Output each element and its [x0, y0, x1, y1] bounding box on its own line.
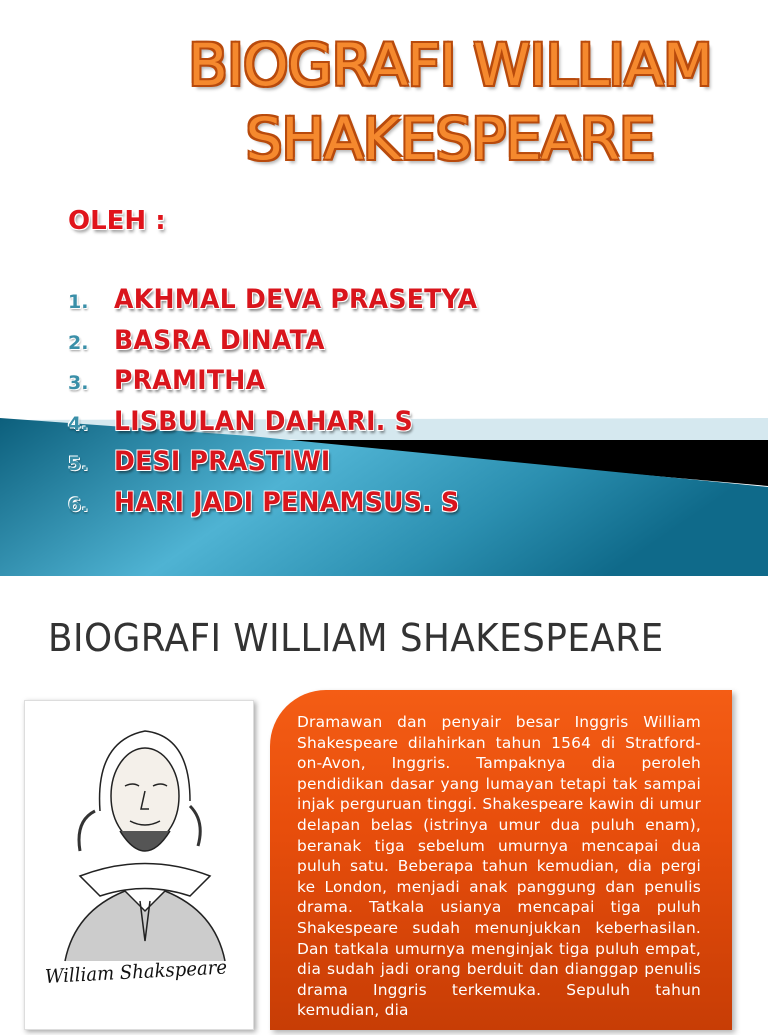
- presentation-title: BIOGRAFI WILLIAM SHAKESPEARE: [188, 31, 713, 173]
- title-slide: BIOGRAFI WILLIAM SHAKESPEARE OLEH : 1. AK…: [0, 31, 768, 576]
- member-name: PRAMITHA: [114, 365, 266, 396]
- background-swoosh: [0, 418, 768, 576]
- list-item: 6. HARI JADI PENAMSUS. S: [68, 487, 505, 528]
- member-name: AKHMAL DEVA PRASETYA: [114, 284, 478, 315]
- slide-title: BIOGRAFI WILLIAM SHAKESPEARE: [48, 616, 664, 660]
- shakespeare-portrait: William Shakspeare: [24, 700, 254, 1030]
- list-item: 2. BASRA DINATA: [68, 325, 505, 366]
- list-number: 2.: [68, 331, 89, 354]
- list-number: 3.: [68, 372, 89, 394]
- by-label: OLEH :: [68, 206, 166, 236]
- member-name: BASRA DINATA: [114, 324, 325, 356]
- portrait-drawing: [64, 730, 226, 962]
- list-number: 4.: [68, 412, 89, 435]
- list-item: 3. PRAMITHA: [68, 365, 505, 406]
- list-number: 1.: [68, 291, 89, 313]
- member-name: HARI JADI PENAMSUS. S: [114, 486, 460, 518]
- biography-textbox: Dramawan dan penyair besar Inggris Willi…: [270, 690, 732, 1030]
- list-item: 5. DESI PRASTIWI: [68, 446, 505, 487]
- biography-text: Dramawan dan penyair besar Inggris Willi…: [297, 713, 701, 1020]
- list-number: 5.: [68, 453, 89, 475]
- member-name: DESI PRASTIWI: [114, 446, 331, 477]
- member-list: 1. AKHMAL DEVA PRASETYA 2. BASRA DINATA 3.…: [68, 284, 505, 527]
- member-name: LISBULAN DAHARI. S: [114, 405, 413, 437]
- list-number: 6.: [68, 493, 89, 516]
- list-item: 1. AKHMAL DEVA PRASETYA: [68, 284, 505, 325]
- list-item: 4. LISBULAN DAHARI. S: [68, 406, 505, 447]
